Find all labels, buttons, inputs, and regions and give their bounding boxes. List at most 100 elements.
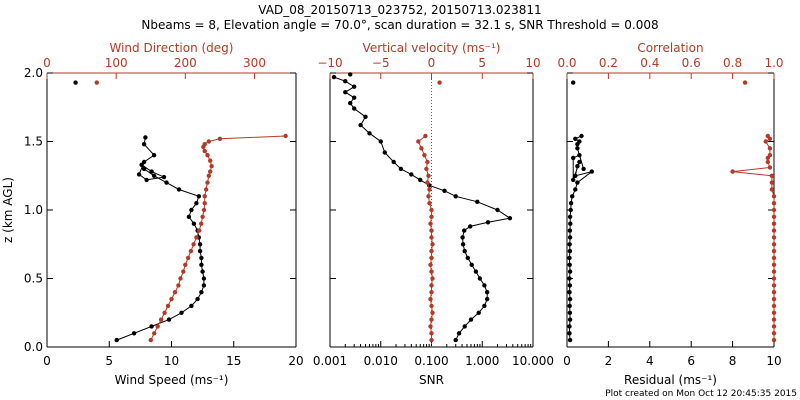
data-point-snr-0 [477, 276, 483, 281]
data-point-snr-0 [343, 90, 348, 95]
x-tick-label-bottom: 0 [43, 354, 51, 368]
data-point-wind-1 [205, 180, 210, 185]
data-point-residual-1 [771, 317, 777, 322]
data-point-wind-0 [199, 255, 204, 261]
data-point-wind-1 [188, 248, 194, 254]
data-point-wind-1 [197, 228, 202, 233]
chart-title-line1: VAD_08_20150713_023752, 20150713.023811 [258, 3, 541, 17]
data-point-residual-0 [567, 324, 572, 329]
data-point-snr-1 [422, 153, 427, 158]
data-point-snr-1 [429, 235, 434, 240]
data-point-snr-0 [460, 242, 466, 247]
data-point-wind-0 [143, 135, 148, 140]
data-point-residual-1 [771, 296, 777, 302]
x-tick-label-bottom: 2 [605, 354, 613, 368]
data-point-residual-0 [577, 159, 582, 165]
data-point-snr-1 [429, 283, 434, 288]
data-point-snr-1 [429, 317, 434, 322]
data-point-residual-1 [771, 324, 777, 329]
data-point-residual-0 [577, 139, 582, 144]
data-point-snr-0 [348, 100, 353, 106]
data-point-snr-0 [391, 159, 396, 165]
data-point-snr-1 [429, 269, 434, 274]
data-point-residual-0 [568, 207, 573, 213]
data-point-residual-0 [575, 180, 580, 185]
data-point-wind-1 [165, 303, 171, 309]
series-line-residual-0 [568, 135, 593, 341]
data-point-snr-1 [430, 242, 435, 247]
data-point-residual-1 [771, 214, 777, 219]
data-point-snr-1 [429, 303, 434, 309]
data-point-residual-0 [571, 155, 576, 161]
data-point-residual-1 [767, 146, 773, 151]
data-point-residual-0 [567, 317, 573, 322]
x-tick-label-top: 0 [43, 56, 51, 70]
data-point-residual-1 [730, 169, 735, 174]
data-point-snr-0 [442, 188, 447, 193]
data-point-wind-1 [152, 331, 157, 336]
data-point-wind-1 [185, 255, 191, 261]
data-point-residual-0 [573, 136, 578, 141]
x-tick-label-bottom: 5 [105, 354, 113, 368]
data-point-snr-1 [425, 159, 430, 165]
data-point-residual-1 [771, 228, 777, 233]
data-point-residual-0 [571, 177, 576, 183]
data-point-wind-1 [176, 283, 181, 288]
data-point-snr-1 [426, 173, 431, 178]
data-point-wind-0 [176, 187, 182, 192]
y-tick-label: 0.5 [24, 272, 43, 286]
x-tick-label-bottom: 0.001 [313, 354, 347, 368]
data-point-wind-1 [194, 235, 199, 240]
data-point-snr-0 [462, 248, 467, 254]
data-point-wind-0 [139, 162, 144, 167]
data-point-residual-0 [567, 228, 573, 233]
data-point-residual-1 [771, 221, 777, 226]
data-point-snr-1 [428, 221, 433, 226]
data-point-residual-0 [567, 331, 572, 336]
data-point-snr-0 [469, 262, 474, 267]
data-point-snr-0 [409, 172, 414, 177]
panel-wind: 0.0 0.5 1.0 1.5 2.0 z (km AGL) 0 5 10 15 20 Wind Sp… [1, 41, 304, 387]
data-point-residual-0 [567, 296, 573, 302]
data-point-snr-1 [419, 146, 424, 151]
data-point-wind-1 [172, 290, 178, 295]
x-tick-label-bottom: 8 [729, 354, 737, 368]
data-point-wind-0 [144, 177, 149, 183]
x-tick-label-bottom: 20 [288, 354, 303, 368]
x-tick-label-bottom: 15 [226, 354, 241, 368]
data-point-wind-1 [155, 324, 160, 329]
y-axis-label: z (km AGL) [1, 177, 15, 243]
data-point-snr-0 [382, 150, 387, 155]
series-line-wind-1 [150, 135, 286, 341]
data-point-snr-0 [352, 106, 357, 111]
data-point-wind-0 [149, 324, 154, 329]
data-point-snr-0 [398, 166, 404, 172]
plot-created-footer: Plot created on Mon Oct 12 20:45:35 2015 [605, 389, 797, 399]
data-point-residual-0 [568, 201, 574, 206]
data-point-wind-1 [206, 173, 211, 178]
x-tick-label-top: 200 [174, 56, 197, 70]
data-point-residual-1 [771, 331, 777, 336]
data-point-wind-0 [201, 276, 207, 281]
data-point-residual-0 [568, 221, 573, 226]
data-point-snr-1 [423, 133, 428, 139]
x-tick-label-bottom: 6 [687, 354, 695, 368]
data-point-residual-0 [567, 248, 573, 254]
data-point-residual-0 [577, 153, 582, 158]
data-point-residual-0 [567, 290, 572, 295]
data-point-residual-0 [567, 255, 572, 261]
data-point-wind-0 [201, 283, 207, 288]
data-point-residual-0 [567, 242, 572, 247]
data-point-wind-0 [166, 317, 172, 322]
data-point-wind-0 [191, 221, 197, 226]
data-point-snr-0 [462, 324, 467, 329]
data-point-residual-0 [567, 276, 572, 281]
data-point-wind-0 [196, 194, 202, 199]
data-point-wind-1 [206, 139, 211, 144]
data-point-wind-0 [141, 142, 147, 147]
data-point-wind-0 [179, 310, 184, 315]
data-point-wind-0 [131, 331, 137, 336]
data-point-wind-1 [217, 136, 223, 141]
data-point-snr-0 [348, 72, 353, 77]
data-point-snr-0 [367, 131, 372, 136]
